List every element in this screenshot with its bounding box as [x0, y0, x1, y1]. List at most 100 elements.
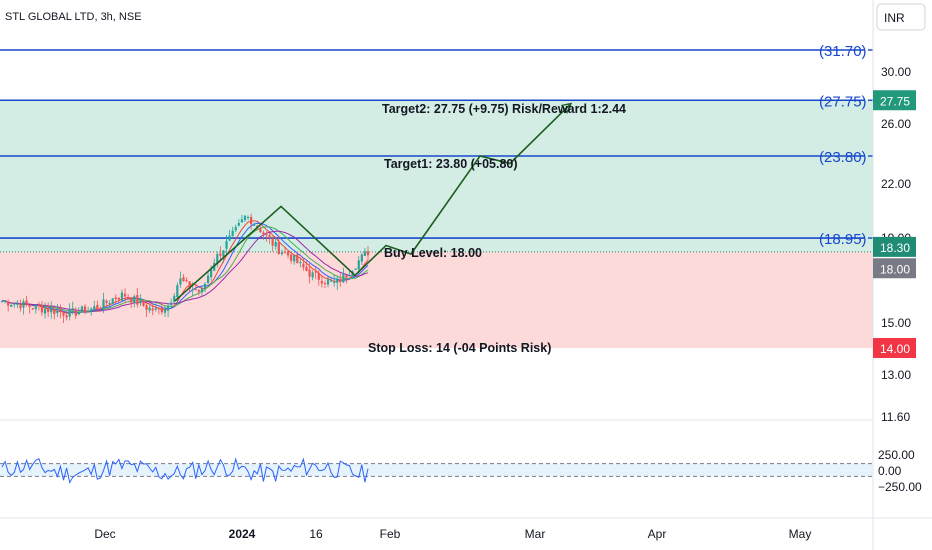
candle [234, 226, 237, 231]
price-tick-label: 26.00 [881, 117, 911, 131]
candle [10, 304, 13, 307]
candle [329, 280, 333, 282]
moving-average-line [2, 220, 369, 314]
price-tick-label: 13.00 [881, 368, 911, 382]
oscillator-tick-label: −250.00 [878, 480, 922, 494]
candle [240, 219, 244, 223]
candle [77, 312, 80, 315]
candle [277, 242, 280, 255]
target-zone [0, 100, 873, 253]
candle [68, 309, 71, 317]
zigzag-projection [174, 102, 573, 302]
candles [0, 213, 370, 324]
candle [320, 280, 323, 284]
candle [191, 289, 194, 291]
level-lines: (31.70) (27.75) (23.80) (18.95) [0, 43, 873, 248]
candle [185, 279, 188, 281]
candle [210, 269, 213, 278]
candle [0, 300, 4, 302]
candle [271, 238, 274, 246]
candle [206, 275, 210, 284]
candle [194, 289, 197, 291]
target1-annotation: Target1: 23.80 (+05.80) [384, 157, 518, 171]
price-badge [873, 90, 916, 111]
candle [216, 254, 219, 265]
candle [108, 303, 111, 305]
candle [203, 283, 207, 289]
moving-average-line [2, 222, 369, 314]
oscillator-tick-label: 0.00 [878, 464, 902, 478]
candle [237, 222, 240, 226]
oscillator-line [1, 457, 369, 484]
moving-average-line [2, 226, 369, 313]
candle [151, 308, 154, 311]
candle [262, 232, 265, 235]
price-badge-label: 14.00 [880, 342, 910, 356]
candle [293, 255, 296, 262]
candle [314, 271, 317, 273]
candle [102, 299, 105, 309]
candle [182, 277, 185, 282]
buy-level-annotation: Buy Level: 18.00 [384, 246, 482, 260]
currency-label[interactable]: INR [884, 11, 905, 25]
candle [225, 240, 228, 249]
candle [123, 293, 127, 297]
candle [145, 305, 148, 310]
candle [200, 288, 204, 293]
candle [354, 268, 357, 270]
stop-loss-annotation: Stop Loss: 14 (-04 Points Risk) [368, 341, 551, 355]
time-tick-label: 16 [309, 527, 323, 541]
candle [139, 300, 142, 304]
price-badge-label: 27.75 [880, 94, 910, 108]
candle [170, 302, 173, 305]
candle [222, 250, 225, 257]
candle [154, 308, 157, 310]
moving-average-line [2, 230, 369, 312]
candle [142, 301, 145, 306]
candle [93, 306, 96, 310]
oscillator-band [0, 463, 873, 477]
oscillator-tick-label: 250.00 [878, 448, 915, 462]
candle [188, 281, 191, 289]
candle [336, 278, 339, 283]
currency-button[interactable] [876, 3, 926, 31]
candle [80, 306, 84, 312]
oscillator-axis-ticks: 250.00 0.00 −250.00 [878, 448, 922, 494]
candle [40, 305, 44, 313]
level-label: (31.70) [819, 43, 867, 60]
candle [130, 298, 133, 303]
candle [173, 295, 176, 303]
candle [357, 260, 360, 270]
candle [74, 309, 77, 316]
candle [228, 235, 231, 241]
time-tick-label: Mar [525, 527, 546, 541]
candle [286, 251, 290, 256]
candle [268, 234, 271, 239]
candle [345, 275, 348, 278]
chart-title: STL GLOBAL LTD, 3h, NSE [5, 11, 142, 23]
zigzag-line [174, 102, 572, 302]
candle [83, 306, 87, 314]
candle [323, 283, 327, 285]
candle [326, 279, 330, 285]
candle [339, 279, 342, 283]
candle [265, 234, 268, 236]
candle [71, 308, 74, 310]
candle [166, 305, 170, 311]
candle [197, 290, 200, 292]
candle [34, 304, 37, 310]
candle [317, 272, 320, 280]
candle [43, 309, 47, 314]
candle [243, 215, 247, 221]
candle [333, 282, 336, 284]
candle [219, 253, 222, 256]
candle [176, 285, 179, 297]
candle [120, 292, 124, 301]
candle [231, 230, 234, 237]
candle [47, 309, 50, 313]
candle [308, 269, 311, 277]
candle [96, 304, 99, 309]
candle [342, 273, 345, 283]
